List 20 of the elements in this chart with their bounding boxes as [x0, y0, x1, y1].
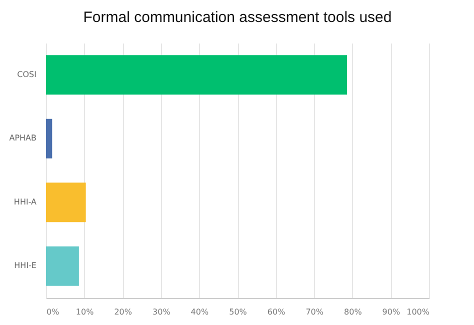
chart-title: Formal communication assessment tools used [83, 9, 392, 26]
x-tick-label: 0% [46, 308, 60, 316]
x-tick-label: 40% [190, 308, 209, 316]
x-tick-label: 80% [344, 308, 362, 316]
x-tick-label: 70% [306, 308, 324, 316]
x-tick-label: 100% [406, 308, 430, 316]
x-tick-label: 90% [382, 308, 400, 316]
x-tick-label: 30% [152, 308, 171, 316]
bar [46, 182, 86, 222]
x-tick-label: 50% [229, 308, 248, 316]
bar [46, 246, 79, 286]
y-tick-label: HHI-E [14, 261, 36, 270]
y-tick-label: COSI [17, 70, 36, 79]
x-tick-label: 60% [267, 308, 286, 316]
y-tick-label: HHI-A [14, 197, 38, 206]
bar [46, 55, 348, 95]
x-tick-label: 10% [76, 308, 94, 316]
x-tick-label: 20% [114, 308, 132, 316]
bar [46, 118, 52, 158]
y-tick-label: APHAB [9, 134, 36, 143]
